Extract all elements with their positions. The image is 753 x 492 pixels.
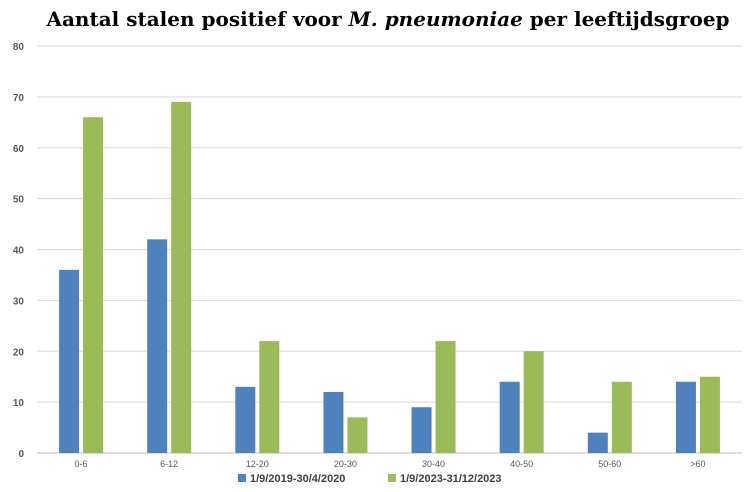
bar <box>523 351 544 453</box>
y-tick-label: 30 <box>13 296 25 307</box>
x-tick-label: 40-50 <box>510 459 533 469</box>
y-tick-label: 60 <box>13 144 25 155</box>
y-tick-label: 80 <box>13 42 25 53</box>
bar <box>235 386 256 453</box>
legend-label: 1/9/2019-30/4/2020 <box>250 473 345 485</box>
bar <box>259 341 280 453</box>
bar <box>611 381 632 453</box>
y-tick-label: 50 <box>13 195 25 206</box>
legend-swatch <box>388 474 396 482</box>
bar <box>147 239 168 453</box>
y-tick-label: 10 <box>13 398 25 409</box>
bar <box>171 101 192 454</box>
bar <box>411 407 432 453</box>
legend-label: 1/9/2023-31/12/2023 <box>400 473 502 485</box>
x-tick-label: >60 <box>690 459 705 469</box>
bar <box>587 432 608 453</box>
bar <box>59 269 80 453</box>
chart-title-italic: M. pneumoniae <box>348 7 523 31</box>
bar <box>83 117 104 453</box>
bars <box>59 101 720 454</box>
y-tick-label: 20 <box>13 347 25 358</box>
y-tick-label: 40 <box>13 246 25 257</box>
x-tick-label: 12-20 <box>246 459 269 469</box>
chart-title: Aantal stalen positief voor M. pneumonia… <box>45 7 729 31</box>
y-tick-label: 0 <box>18 449 24 460</box>
x-tick-label: 0-6 <box>75 459 88 469</box>
x-tick-label: 6-12 <box>160 459 178 469</box>
y-axis: 0 10 20 30 40 50 60 70 80 <box>13 42 25 460</box>
gridlines <box>37 45 742 454</box>
bar <box>347 417 368 453</box>
chart-title-suffix: per leeftijdsgroep <box>523 7 730 31</box>
bar <box>499 381 520 453</box>
legend: 1/9/2019-30/4/2020 1/9/2023-31/12/2023 <box>238 473 502 485</box>
chart-title-prefix: Aantal stalen positief voor <box>45 7 348 31</box>
legend-swatch <box>238 474 246 482</box>
x-tick-label: 30-40 <box>422 459 445 469</box>
bar <box>699 376 720 453</box>
bar <box>323 391 344 453</box>
y-tick-label: 70 <box>13 93 25 104</box>
x-tick-label: 50-60 <box>598 459 621 469</box>
x-axis: 0-6 6-12 12-20 20-30 30-40 40-50 50-60 >60 <box>75 459 706 469</box>
bar <box>435 341 456 453</box>
x-tick-label: 20-30 <box>334 459 357 469</box>
bar <box>675 381 696 453</box>
